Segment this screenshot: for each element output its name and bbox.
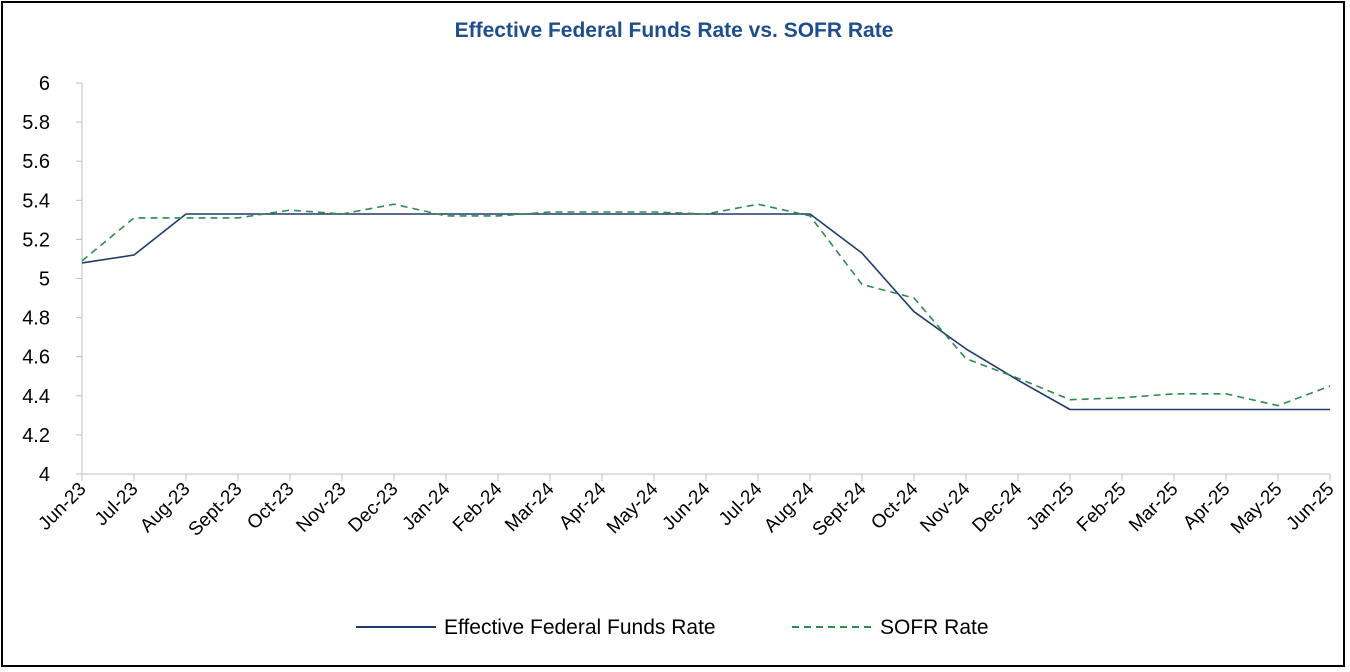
x-tick-label: Jun-23 (35, 479, 91, 535)
sofr-series-line (81, 203, 1331, 407)
y-tick-label: 4 (39, 464, 50, 486)
effr-series-line (81, 213, 1330, 411)
x-tick-label: Jun-24 (659, 478, 715, 534)
x-tick-label: May-25 (1227, 479, 1287, 539)
legend-label-sofr: SOFR Rate (880, 616, 989, 639)
series-layer (81, 203, 1331, 411)
y-tick-label: 6 (39, 73, 50, 95)
y-tick-label: 4.2 (22, 425, 50, 447)
x-tick-label: Nov-23 (292, 479, 350, 537)
x-tick-label: Nov-24 (916, 478, 974, 536)
x-tick-label: Mar-25 (1125, 479, 1182, 536)
x-tick-label: Oct-24 (867, 478, 922, 533)
x-tick-label: Jan-25 (1023, 479, 1079, 535)
x-tick-label: Dec-23 (344, 479, 402, 537)
x-tick-label: Apr-25 (1179, 479, 1234, 534)
y-tick-label: 5.2 (22, 229, 50, 251)
x-tick-label: Jun-25 (1283, 479, 1339, 535)
x-tick-label: Mar-24 (501, 478, 559, 536)
y-tick-label: 5 (39, 269, 50, 291)
x-tick-label: Feb-25 (1073, 479, 1130, 536)
x-tick-label: May-24 (603, 478, 663, 538)
x-tick-label: Dec-24 (968, 478, 1026, 536)
y-tick-label: 5.6 (22, 151, 50, 173)
legend: Effective Federal Funds Rate SOFR Rate (356, 616, 989, 639)
x-tick-label: Sept-24 (809, 478, 871, 540)
chart-title: Effective Federal Funds Rate vs. SOFR Ra… (455, 19, 894, 42)
y-axis: 4 4.2 4.4 4.6 4.8 5 5.2 5.4 5.6 5.8 6 (22, 73, 83, 486)
x-tick-label: Jul-24 (715, 478, 767, 530)
x-axis: Jun-23 Jul-23Aug-23Sept-23Oct-23Nov-23Dec… (35, 473, 1339, 541)
x-tick-label: Jan-24 (399, 478, 455, 534)
x-tick-label: Sept-23 (185, 479, 247, 541)
y-tick-label: 4.6 (22, 347, 50, 369)
x-tick-label: Jul-23 (91, 479, 142, 530)
y-tick-label: 5.8 (22, 112, 50, 134)
y-tick-label: 5.4 (22, 190, 50, 212)
legend-label-effr: Effective Federal Funds Rate (444, 616, 716, 639)
x-tick-label: Apr-24 (555, 478, 610, 533)
x-tick-label: Oct-23 (243, 479, 298, 534)
x-tick-label: Feb-24 (449, 478, 507, 536)
y-tick-label: 4.4 (22, 386, 50, 408)
y-tick-label: 4.8 (22, 308, 50, 330)
